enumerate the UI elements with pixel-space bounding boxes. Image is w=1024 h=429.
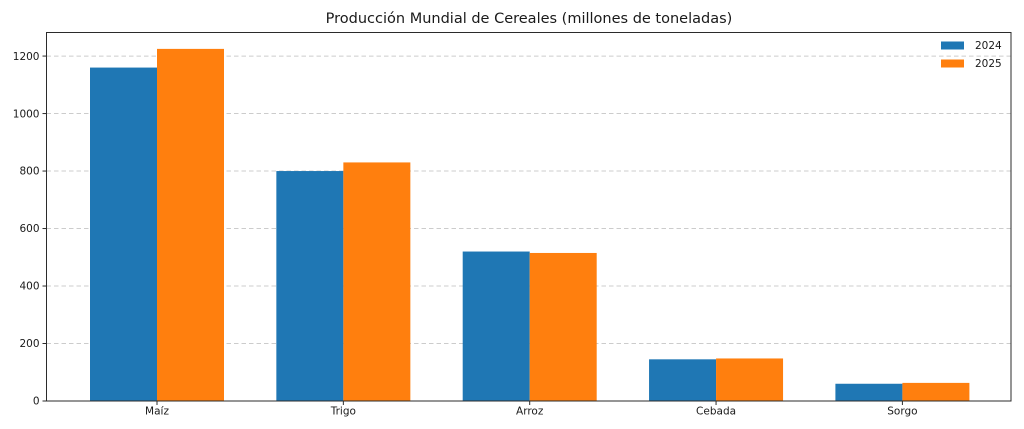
plot-border <box>46 32 1012 402</box>
bar-trigo-2024 <box>276 171 344 401</box>
bar-cebada-2025 <box>716 358 784 401</box>
axes <box>42 32 1012 405</box>
x-tick-label-sorgo: Sorgo <box>887 406 917 418</box>
bar-sorgo-2025 <box>902 382 970 401</box>
bars <box>90 48 970 402</box>
y-tick-label-800: 800 <box>19 166 39 178</box>
y-tick-labels: 0 200 400 600 800 1000 1200 <box>13 51 40 408</box>
bar-arroz-2024 <box>462 251 530 401</box>
legend-label-2024: 2024 <box>975 40 1002 52</box>
legend: 2024 2025 <box>941 40 1002 70</box>
x-tick-label-trigo: Trigo <box>330 406 356 418</box>
bar-maíz-2025 <box>157 48 224 402</box>
bar-trigo-2025 <box>343 162 411 401</box>
y-tick-label-600: 600 <box>19 223 39 235</box>
legend-swatch-2024 <box>941 41 964 50</box>
x-tick-label-maíz: Maíz <box>145 406 169 418</box>
x-tick-label-arroz: Arroz <box>516 406 544 418</box>
y-tick-label-200: 200 <box>19 338 39 350</box>
bar-sorgo-2024 <box>835 383 903 401</box>
x-tick-label-cebada: Cebada <box>696 406 736 418</box>
legend-swatch-2025 <box>941 59 964 68</box>
chart-title: Producción Mundial de Cereales (millones… <box>326 11 733 27</box>
bar-maíz-2024 <box>90 67 157 401</box>
bar-arroz-2025 <box>529 252 597 401</box>
x-tick-labels: Maíz Trigo Arroz Cebada Sorgo <box>145 406 918 418</box>
y-tick-label-1000: 1000 <box>13 108 40 120</box>
bar-cebada-2024 <box>649 359 717 401</box>
legend-label-2025: 2025 <box>975 58 1002 70</box>
y-tick-label-0: 0 <box>33 396 40 408</box>
y-tick-label-400: 400 <box>19 281 39 293</box>
y-tick-label-1200: 1200 <box>13 51 40 63</box>
